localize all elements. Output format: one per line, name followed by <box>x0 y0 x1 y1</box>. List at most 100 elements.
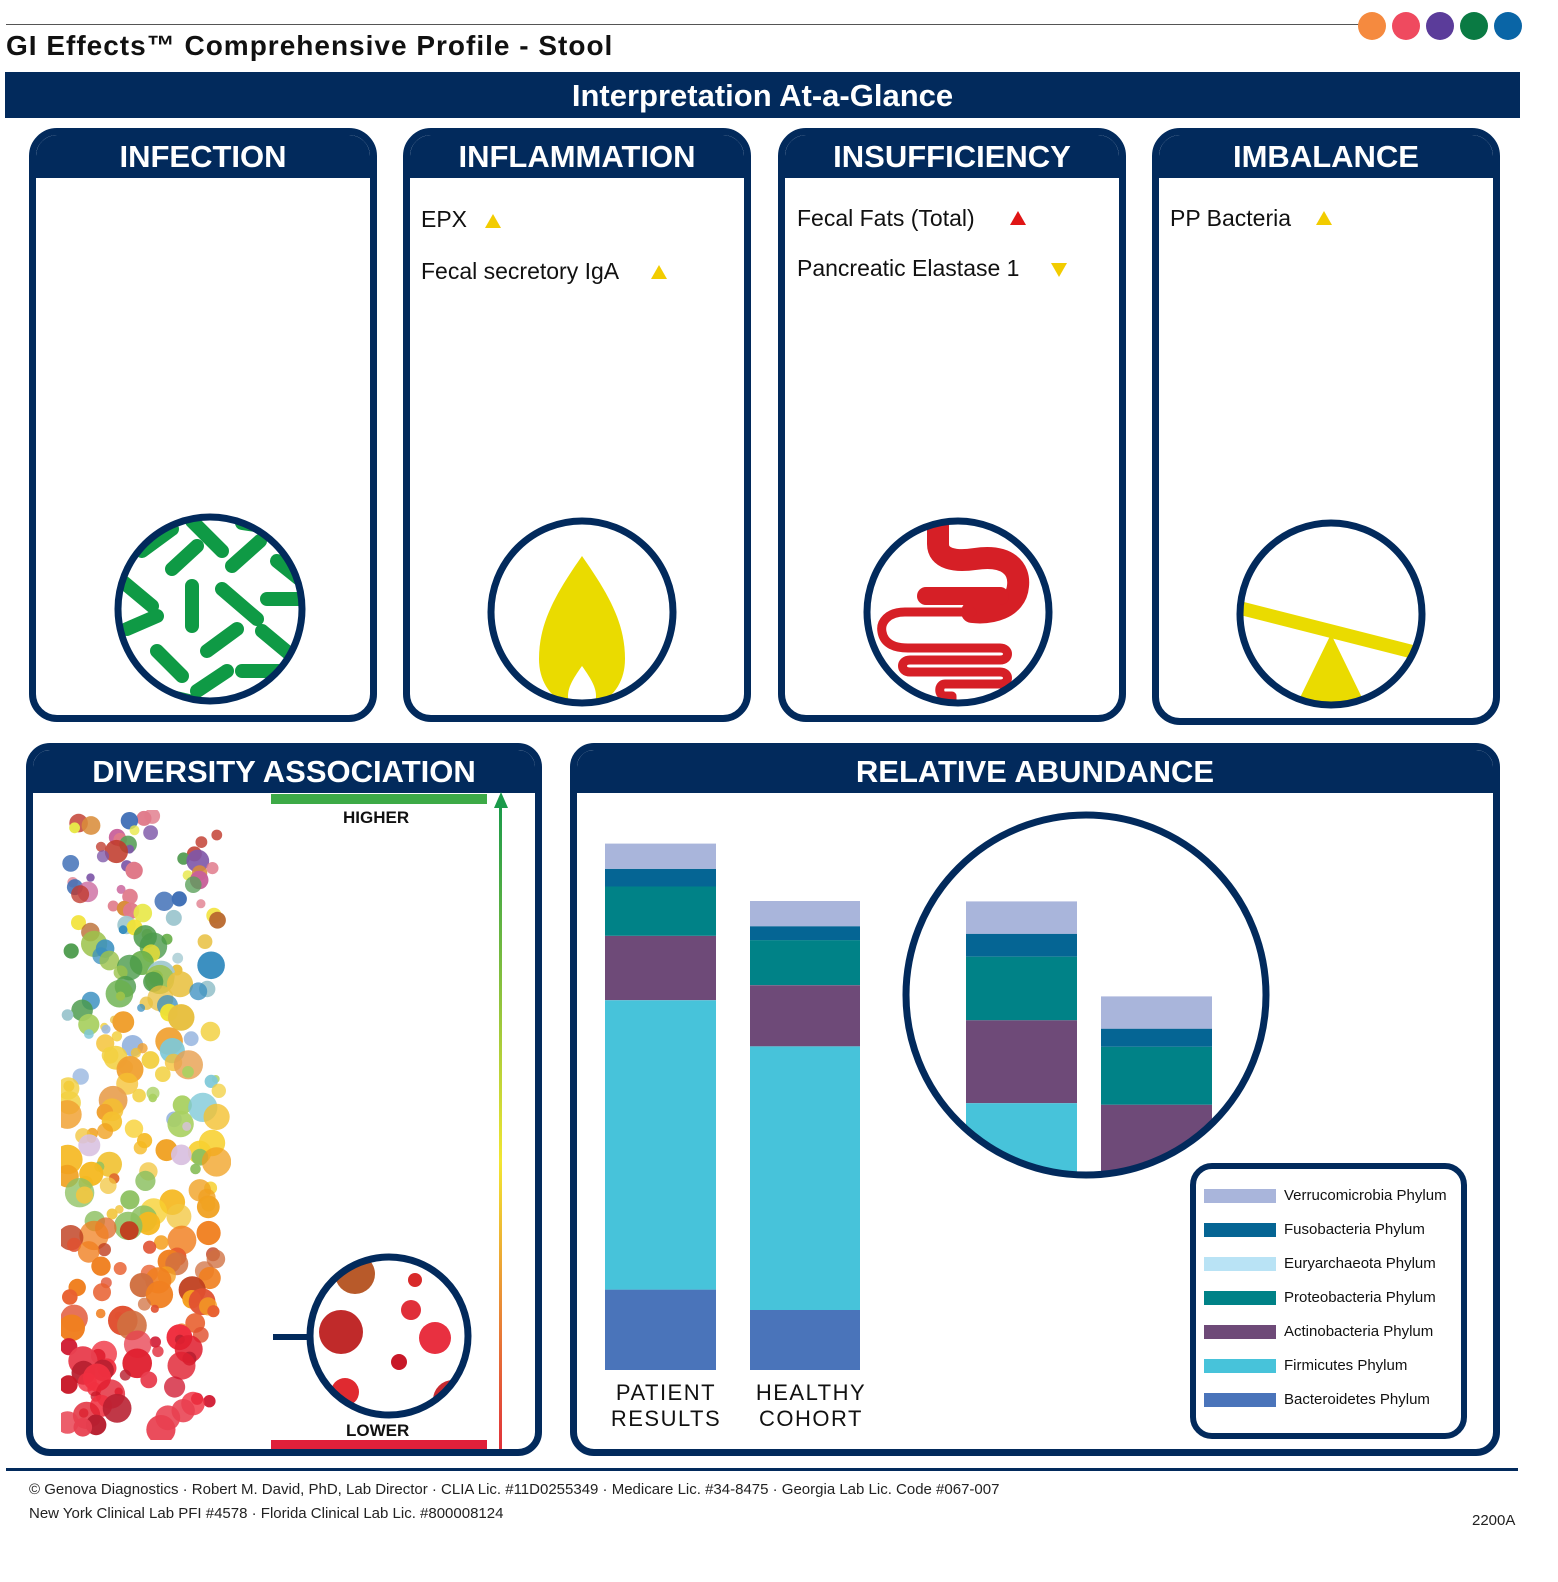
diversity-bubble <box>145 1280 174 1309</box>
diversity-bubble <box>197 934 213 949</box>
diversity-bubble <box>96 1151 122 1177</box>
diversity-bubble <box>211 1083 226 1098</box>
bar-segment-verrucomicrobia-phylum <box>750 901 860 927</box>
zoom-segment-proteobacteria-phylum <box>1101 1046 1212 1105</box>
diversity-bubble <box>99 1177 117 1194</box>
legend-item: Actinobacteria Phylum <box>1204 1323 1433 1340</box>
patient-bar-label: PATIENT RESULTS <box>605 1380 727 1432</box>
infection-title: INFECTION <box>36 135 370 178</box>
diversity-bubble <box>149 1336 161 1348</box>
diversity-bubble <box>95 1308 106 1319</box>
diversity-bubble <box>84 1029 94 1039</box>
diversity-bubble <box>195 836 208 848</box>
form-code: 2200A <box>1472 1512 1516 1529</box>
bar-segment-bacteroidetes-phylum <box>605 1289 716 1370</box>
finding-fecal-siga: Fecal secretory IgA <box>421 258 620 284</box>
bar-segment-bacteroidetes-phylum <box>750 1310 860 1370</box>
diversity-bubble <box>196 1195 220 1219</box>
diversity-bubble <box>130 1047 141 1058</box>
higher-bar <box>271 794 487 804</box>
bar-segment-verrucomicrobia-phylum <box>605 843 716 869</box>
diversity-card: DIVERSITY ASSOCIATION HIGHER LOWER <box>26 743 542 1456</box>
legend-item: Bacteroidetes Phylum <box>1204 1391 1430 1408</box>
legend-label: Actinobacteria Phylum <box>1284 1323 1434 1340</box>
diversity-bubble <box>182 1066 194 1078</box>
zoom-segment-firmicutes-phylum <box>966 1103 1077 1175</box>
lower-bar <box>271 1440 487 1449</box>
zoom-segment-fusobacteria-phylum <box>1101 1028 1212 1047</box>
legend-swatch <box>1204 1324 1276 1339</box>
diversity-bubble <box>167 1004 195 1031</box>
diversity-bubble <box>204 1074 218 1088</box>
diversity-bubble <box>203 1395 216 1408</box>
intestine-icon <box>863 517 1053 707</box>
diversity-bubble <box>154 891 174 911</box>
patient-diversity-zoom-icon <box>306 1253 472 1419</box>
diversity-bubble <box>207 1305 220 1318</box>
diversity-bubble <box>61 1314 85 1342</box>
bar-segment-actinobacteria-phylum <box>750 985 860 1047</box>
zoom-bubble <box>408 1273 422 1287</box>
finding-pancreatic-elastase: Pancreatic Elastase 1 <box>797 255 1020 281</box>
patient-bar-label-line1: PATIENT <box>615 1380 717 1405</box>
high-flag-icon <box>651 265 667 279</box>
brand-dot <box>1358 12 1386 40</box>
diversity-bubble <box>196 899 206 909</box>
abundance-legend: Verrucomicrobia Phylum Fusobacteria Phylu… <box>1190 1163 1467 1439</box>
diversity-bubble <box>69 822 80 834</box>
legend-swatch <box>1204 1188 1276 1203</box>
bar-segment-firmicutes-phylum <box>605 1000 716 1290</box>
diversity-bubble <box>77 1241 100 1263</box>
high-flag-icon <box>1316 211 1332 225</box>
zoom-bubble <box>319 1310 363 1354</box>
diversity-bubble <box>63 943 79 959</box>
bar-segment-fusobacteria-phylum <box>750 926 860 941</box>
diversity-bubble <box>113 965 128 980</box>
diversity-bubble <box>93 1283 111 1302</box>
diversity-bubble <box>211 829 223 841</box>
legend-item: Proteobacteria Phylum <box>1204 1289 1436 1306</box>
diversity-bubble <box>140 1371 158 1389</box>
inflammation-title: INFLAMMATION <box>410 135 744 178</box>
relative-abundance-chart <box>605 811 1270 1370</box>
footer-line-2: New York Clinical Lab PFI #4578 · Florid… <box>29 1505 504 1522</box>
diversity-bubble <box>115 991 126 1001</box>
diversity-bubble <box>171 891 187 907</box>
legend-item: Fusobacteria Phylum <box>1204 1221 1425 1238</box>
diversity-bubble <box>96 850 110 863</box>
legend-label: Bacteroidetes Phylum <box>1284 1391 1430 1408</box>
legend-label: Firmicutes Phylum <box>1284 1357 1408 1374</box>
diversity-bubble <box>165 909 182 926</box>
diversity-bubble <box>112 1011 135 1033</box>
diversity-bubble <box>97 1243 111 1257</box>
diversity-bubble <box>209 911 226 929</box>
interpretation-banner: Interpretation At-a-Glance <box>5 72 1520 118</box>
zoom-segment-actinobacteria-phylum <box>966 1020 1077 1104</box>
finding-pp-bacteria: PP Bacteria <box>1170 205 1292 231</box>
abundance-card: RELATIVE ABUNDANCE PATIENT RESULTS HEALT… <box>570 743 1500 1456</box>
diversity-bubble <box>148 1093 157 1103</box>
diversity-bubble <box>101 1024 111 1034</box>
bar-segment-proteobacteria-phylum <box>750 940 860 986</box>
zoom-segment-proteobacteria-phylum <box>966 956 1077 1021</box>
diversity-bubble <box>152 1345 164 1358</box>
bar-segment-fusobacteria-phylum <box>605 868 716 887</box>
diversity-bubble <box>154 1235 169 1250</box>
diversity-bubble <box>119 1221 139 1240</box>
diversity-bubble <box>120 1190 140 1210</box>
diversity-bubble <box>107 900 119 912</box>
brand-dot <box>1494 12 1522 40</box>
legend-label: Euryarchaeota Phylum <box>1284 1255 1436 1272</box>
diversity-bubble <box>201 1147 231 1177</box>
diversity-bubble <box>91 1256 111 1276</box>
diversity-bubble-column <box>61 810 231 1440</box>
diversity-gradient-arrow <box>494 792 508 1449</box>
diversity-bubble <box>172 952 184 964</box>
patient-pointer-line <box>273 1334 309 1340</box>
diversity-bubble <box>206 862 219 875</box>
diversity-bubble <box>61 1009 74 1021</box>
diversity-bubble <box>78 1013 100 1036</box>
diversity-bubble <box>146 1415 176 1440</box>
legend-item: Euryarchaeota Phylum <box>1204 1255 1436 1272</box>
diversity-bubble <box>167 1225 197 1255</box>
